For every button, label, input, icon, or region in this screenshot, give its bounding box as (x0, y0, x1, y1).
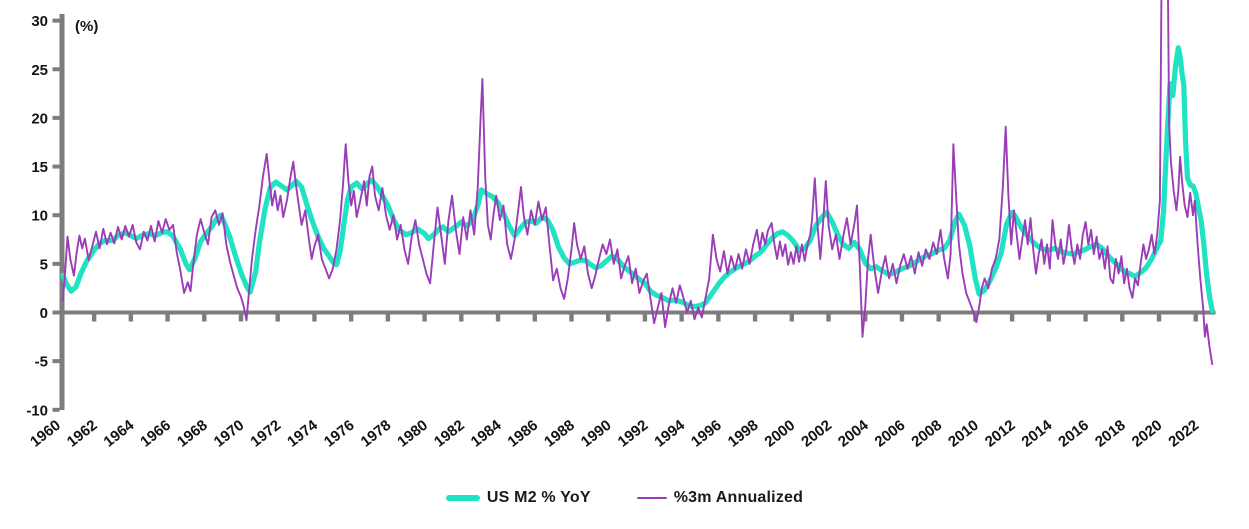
x-axis-tick-label: 2018 (1092, 417, 1129, 451)
legend-item-m2-yoy: US M2 % YoY (445, 489, 591, 507)
x-axis-tick (1120, 314, 1125, 322)
x-axis-tick (569, 314, 574, 322)
m2-yoy-line-swatch (445, 495, 480, 501)
zero-line (59, 310, 1216, 315)
x-axis-tick-label: 2002 (798, 417, 835, 451)
x-axis-tick (532, 314, 537, 322)
legend-label-m2-yoy: US M2 % YoY (486, 489, 591, 506)
series-line-m2-yoy (60, 45, 1215, 314)
y-axis-tick-label: 20 (31, 110, 48, 127)
x-axis-tick-label: 1980 (394, 417, 431, 451)
x-axis-tick-label: 1978 (358, 417, 395, 451)
x-axis-tick-label: 2004 (835, 416, 872, 450)
x-axis-tick-label: 1966 (137, 417, 174, 451)
x-axis-tick (863, 314, 868, 322)
y-axis-tick-label: 30 (31, 13, 48, 30)
y-axis-tick-label: -5 (35, 354, 48, 371)
x-axis-tick-label: 1988 (541, 417, 578, 451)
x-axis-tick (1156, 314, 1162, 322)
x-axis-tick (385, 314, 391, 322)
y-axis-unit-label: (%) (75, 18, 98, 35)
x-axis-tick (899, 314, 905, 322)
x-axis-tick (1083, 314, 1088, 322)
x-axis-tick (1046, 314, 1052, 322)
x-axis-tick-label: 1960 (27, 417, 64, 451)
x-axis-tick-label: 2010 (945, 417, 982, 451)
x-axis-tick-label: 1992 (615, 417, 652, 451)
x-axis-tick-label: 2008 (908, 417, 945, 451)
x-axis-tick-label: 1976 (321, 417, 358, 451)
x-axis-tick (606, 314, 611, 322)
x-axis-tick (826, 314, 831, 322)
x-axis-tick (789, 314, 794, 322)
x-axis-tick (238, 314, 244, 322)
legend-label-3m-annualized: %3m Annualized (673, 489, 804, 506)
x-axis-tick (1193, 314, 1198, 322)
x-axis-tick-label: 1968 (174, 417, 211, 451)
y-axis-tick-label: 15 (31, 159, 48, 176)
y-axis-tick (52, 115, 60, 120)
y-axis-line (59, 14, 65, 410)
y-axis-tick-label: 5 (40, 256, 48, 273)
annualized-3m-line-swatch (636, 496, 667, 500)
x-axis-tick-label: 1974 (284, 416, 321, 450)
x-axis-tick-label: 2020 (1129, 417, 1166, 451)
x-axis-tick-label: 1972 (247, 417, 284, 451)
x-axis-tick-label: 2016 (1055, 417, 1092, 451)
x-axis-tick-label: 2006 (872, 417, 909, 451)
y-axis-tick (52, 359, 60, 364)
y-axis-tick-label: 0 (40, 305, 48, 322)
x-axis-tick-label: 1996 (688, 417, 725, 451)
y-axis-tick-label: 25 (31, 62, 48, 79)
x-axis-tick (165, 314, 170, 322)
x-axis-tick (128, 314, 134, 322)
x-axis-tick-label: 2022 (1165, 417, 1202, 451)
series-line-3m-annualized (61, 0, 1214, 366)
x-axis-tick-label: 1990 (578, 417, 615, 451)
legend-item-3m-annualized: %3m Annualized (636, 489, 804, 507)
x-axis-tick-label: 2000 (761, 417, 798, 451)
y-axis-tick (52, 18, 60, 23)
x-axis-tick (716, 314, 721, 322)
x-axis-tick-label: 1984 (468, 416, 505, 450)
y-axis-tick (52, 261, 60, 266)
x-axis-tick (348, 314, 354, 322)
x-axis-tick-label: 1986 (504, 417, 541, 451)
x-axis-tick (1009, 314, 1015, 322)
x-axis-tick-label: 2012 (982, 417, 1019, 451)
x-axis-tick-label: 1962 (64, 417, 101, 451)
chart-legend: US M2 % YoY %3m Annualized (0, 489, 1249, 507)
x-axis-tick-label: 1970 (211, 417, 248, 451)
x-axis-tick-label: 1994 (651, 416, 688, 450)
x-axis-tick (202, 314, 207, 322)
x-axis-tick-label: 1964 (101, 416, 138, 450)
x-axis-tick (752, 314, 758, 322)
x-axis-tick (936, 314, 941, 322)
y-axis-tick-label: -10 (26, 402, 48, 419)
x-axis-tick (275, 314, 280, 322)
x-axis-tick (495, 314, 501, 322)
y-axis-tick (52, 407, 60, 412)
x-axis-tick (91, 314, 97, 322)
x-axis-tick-label: 1982 (431, 417, 468, 451)
y-axis-tick (52, 164, 60, 169)
y-axis-tick-label: 10 (31, 208, 48, 225)
x-axis-tick (312, 314, 317, 322)
x-axis-tick (422, 314, 427, 322)
x-axis-tick (679, 314, 684, 322)
x-axis-tick (642, 314, 648, 322)
x-axis-tick-label: 1998 (725, 417, 762, 451)
x-axis-tick (459, 314, 464, 322)
y-axis-tick (52, 213, 60, 218)
x-axis-tick-label: 2014 (1019, 416, 1056, 450)
y-axis-tick (52, 310, 60, 315)
y-axis-tick (52, 67, 60, 72)
